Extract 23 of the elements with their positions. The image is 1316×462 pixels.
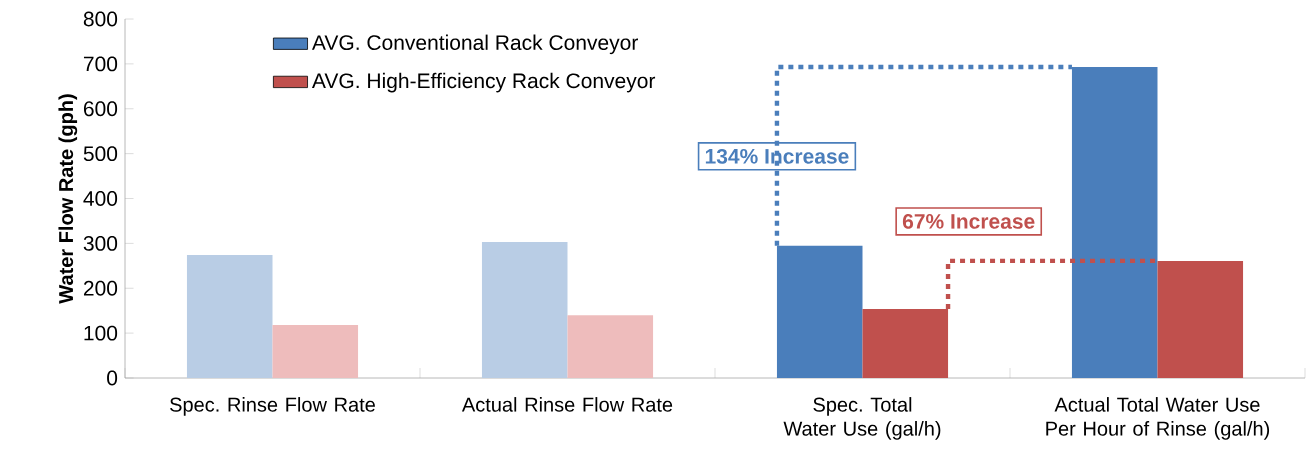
x-tick-label: Actual Total Water Use Per Hour of Rinse (gal/h) bbox=[1046, 397, 1270, 440]
y-tick-label: 800 bbox=[83, 11, 118, 27]
legend-label: AVG. High-Efficiency Rack Conveyor bbox=[311, 72, 656, 93]
bar bbox=[481, 242, 568, 378]
bar bbox=[186, 255, 273, 378]
y-tick-label: 500 bbox=[83, 146, 118, 162]
x-tick-label: Spec. Total Water Use (gal/h) bbox=[783, 397, 941, 440]
y-tick-label: 400 bbox=[83, 191, 118, 206]
bar bbox=[1157, 260, 1244, 378]
bar bbox=[567, 315, 654, 378]
y-tick-label: 300 bbox=[83, 235, 118, 251]
y-tick-label: 100 bbox=[84, 325, 118, 341]
x-tick-label: Spec. Rinse Flow Rate bbox=[170, 397, 375, 416]
y-tick-label: 0 bbox=[107, 370, 118, 386]
annotation: 134% Increase bbox=[705, 148, 849, 164]
legend-label: AVG. Conventional Rack Conveyor bbox=[311, 34, 638, 55]
annotation: 67% Increase bbox=[902, 213, 1035, 229]
bar bbox=[272, 325, 359, 378]
y-tick-label: 700 bbox=[83, 56, 118, 72]
y-axis-title: Water Flow Rate (gph) bbox=[58, 94, 78, 304]
y-tick-label: 600 bbox=[83, 101, 118, 117]
y-tick-label: 200 bbox=[83, 280, 118, 296]
x-tick-label: Actual Rinse Flow Rate bbox=[461, 397, 673, 412]
